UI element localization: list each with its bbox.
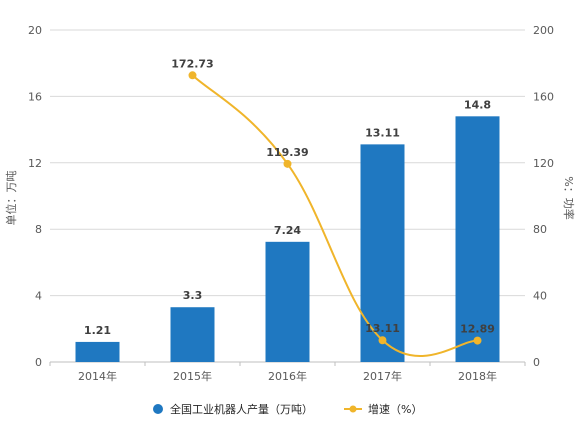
right-axis-ticks: 0 40 80 120 160 200 bbox=[533, 24, 554, 369]
growth-value-label: 13.11 bbox=[365, 322, 400, 335]
growth-point bbox=[188, 71, 197, 80]
line-series bbox=[188, 71, 482, 358]
legend: 全国工业机器人产量（万吨） 增速（%） bbox=[153, 402, 422, 416]
y-tick-label: 20 bbox=[28, 24, 42, 37]
bar-value-label: 7.24 bbox=[274, 224, 301, 237]
bar bbox=[455, 116, 500, 362]
bar-series bbox=[75, 116, 500, 362]
x-tick-label: 2014年 bbox=[78, 369, 117, 383]
bar bbox=[265, 241, 310, 362]
growth-point bbox=[283, 159, 292, 168]
data-labels: 1.21 3.3 7.24 13.11 14.8 172.73 119.39 13.11 12.… bbox=[84, 57, 495, 337]
growth-value-label: 12.89 bbox=[460, 323, 495, 336]
growth-line bbox=[191, 74, 478, 358]
bar-value-label: 14.8 bbox=[464, 98, 491, 111]
y2-tick-label: 120 bbox=[533, 157, 554, 170]
bar bbox=[360, 144, 405, 362]
y2-tick-label: 40 bbox=[533, 290, 547, 303]
growth-value-label: 172.73 bbox=[171, 57, 213, 70]
x-tick-label: 2015年 bbox=[173, 369, 212, 383]
legend-bar-label: 全国工业机器人产量（万吨） bbox=[170, 402, 313, 416]
y-tick-label: 12 bbox=[28, 157, 42, 170]
x-tick-label: 2018年 bbox=[458, 369, 497, 383]
y2-tick-label: 0 bbox=[533, 356, 540, 369]
x-axis-ticks: 2014年 2015年 2016年 2017年 2018年 bbox=[49, 362, 526, 383]
y-axis-title: 单位：万吨 bbox=[4, 171, 18, 226]
growth-point bbox=[378, 336, 387, 345]
x-tick-label: 2017年 bbox=[363, 369, 402, 383]
bar-value-label: 1.21 bbox=[84, 324, 111, 337]
growth-value-label: 119.39 bbox=[266, 146, 308, 159]
gridlines bbox=[50, 29, 525, 363]
bar-value-label: 3.3 bbox=[183, 289, 203, 302]
legend-line-label: 增速（%） bbox=[368, 402, 422, 416]
left-axis-ticks: 0 4 8 12 16 20 bbox=[28, 24, 42, 369]
legend-bar-swatch bbox=[153, 404, 163, 414]
bar bbox=[75, 341, 120, 362]
y2-axis-title: %：功率 bbox=[562, 176, 576, 219]
y-tick-label: 8 bbox=[35, 223, 42, 236]
bar-value-label: 13.11 bbox=[365, 126, 400, 139]
y-tick-label: 0 bbox=[35, 356, 42, 369]
y2-tick-label: 80 bbox=[533, 223, 547, 236]
x-tick-label: 2016年 bbox=[268, 369, 307, 383]
bar bbox=[170, 307, 215, 362]
y2-tick-label: 160 bbox=[533, 90, 554, 103]
y-tick-label: 16 bbox=[28, 90, 42, 103]
growth-point bbox=[473, 336, 482, 345]
y2-tick-label: 200 bbox=[533, 24, 554, 37]
y-tick-label: 4 bbox=[35, 290, 42, 303]
legend-line-marker bbox=[349, 405, 357, 413]
